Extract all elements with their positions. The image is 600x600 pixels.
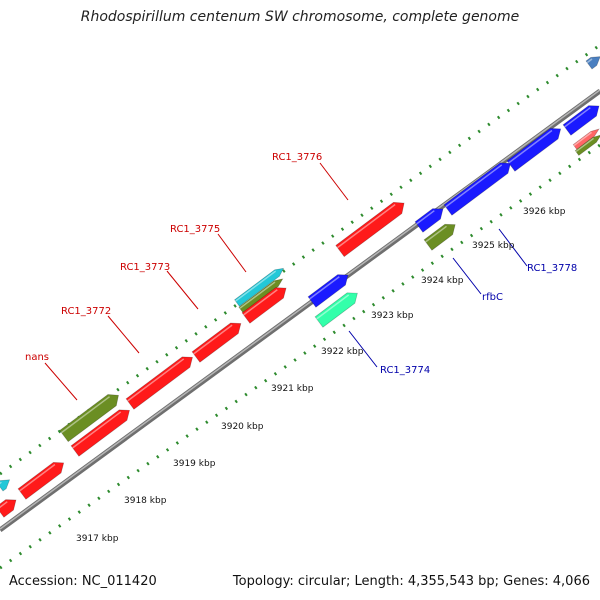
gene-rfbc[interactable] (423, 223, 456, 251)
kbp-tick-label: 3921 kbp (271, 384, 314, 394)
leader-rfbc (452, 257, 482, 295)
kbp-tick-label: 3918 kbp (124, 496, 167, 506)
gene-blue-1[interactable] (307, 274, 349, 308)
inner-dotted-track (0, 143, 600, 570)
kbp-tick-label: 3926 kbp (523, 207, 566, 217)
gene-rc1-3774[interactable] (314, 292, 358, 328)
leader-rc1_3772 (107, 315, 140, 354)
gene-label-rc1_3774[interactable]: RC1_3774 (380, 365, 430, 376)
gene-pink-edge-shine (573, 131, 592, 147)
gene-red-2[interactable] (125, 356, 193, 410)
leader-rc1_3775 (217, 233, 247, 273)
gene-label-rc1_3772[interactable]: RC1_3772 (61, 306, 111, 317)
gene-rc1-3773[interactable] (241, 287, 287, 324)
gene-blue-4[interactable] (506, 128, 562, 172)
gene-steel-edge[interactable] (585, 56, 600, 70)
leader-rc1_3774 (348, 330, 378, 368)
leader-rc1_3773 (166, 270, 199, 310)
genome-summary: Topology: circular; Length: 4,355,543 bp… (232, 574, 590, 589)
gene-cyan-edge[interactable] (0, 479, 11, 492)
gene-label-rc1_3776[interactable]: RC1_3776 (272, 152, 322, 163)
gene-features (0, 56, 600, 518)
gene-blue-2[interactable] (414, 208, 444, 233)
kbp-tick-label: 3924 kbp (421, 276, 464, 286)
gene-blue-1-shine (309, 276, 340, 300)
gene-rc1-3778[interactable] (443, 162, 511, 216)
leader-nans (44, 362, 78, 401)
kbp-tick-label: 3922 kbp (321, 347, 364, 357)
kbp-tick-label: 3919 kbp (173, 459, 216, 469)
gene-red-3[interactable] (70, 409, 130, 457)
gene-blue-5-shine (564, 107, 591, 128)
gene-cyan-edge-shine (0, 481, 2, 485)
kbp-tick-labels: 3917 kbp 3918 kbp 3919 kbp 3920 kbp 3921 kbp… (76, 207, 566, 544)
gene-nans-shine (61, 396, 110, 434)
gene-red-4-shine (19, 463, 56, 492)
gene-rc1-3776-shine (337, 203, 396, 249)
kbp-tick-label: 3920 kbp (221, 422, 264, 432)
leader-rc1_3778 (498, 228, 528, 267)
gene-rfbc-shine (425, 225, 447, 243)
gene-rc1-3772[interactable] (191, 322, 242, 363)
gene-red-2-shine (127, 358, 185, 402)
gene-steel-edge-shine (586, 58, 593, 64)
gene-rc1-3773-shine (243, 289, 278, 316)
gene-nans[interactable] (59, 394, 119, 443)
accession-label: Accession: NC_011420 (9, 574, 157, 589)
gene-rc1-3775-cyan-shine (235, 270, 277, 302)
gene-red-5-shine (0, 501, 8, 509)
gene-rc1-3778-shine (445, 164, 503, 208)
kbp-tick-label: 3917 kbp (76, 534, 119, 544)
gene-blue-4-shine (508, 129, 553, 164)
gene-label-rfbc[interactable]: rfbC (482, 292, 503, 303)
gene-red-4[interactable] (17, 462, 65, 500)
gene-rc1-3774-shine (316, 294, 350, 320)
gene-olive-edge-shine (575, 137, 594, 153)
gene-label-rc1_3778[interactable]: RC1_3778 (527, 263, 577, 274)
gene-red-3-shine (72, 411, 122, 449)
gene-rc1-3775-olive-shine (239, 281, 276, 309)
gene-olive-edge[interactable] (574, 134, 600, 156)
gene-blue-2-shine (416, 210, 435, 225)
gene-rc1-3775-cyan[interactable] (234, 267, 285, 307)
gene-label-nans[interactable]: nans (25, 352, 49, 363)
kbp-tick-label: 3925 kbp (472, 241, 515, 251)
gene-rc1-3775-olive[interactable] (238, 278, 284, 314)
leader-rc1_3776 (319, 162, 349, 201)
map-title: Rhodospirillum centenum SW chromosome, c… (80, 9, 520, 25)
gene-blue-5[interactable] (562, 105, 600, 136)
gene-rc1-3772-shine (193, 324, 233, 355)
gene-label-rc1_3773[interactable]: RC1_3773 (120, 262, 170, 273)
gene-red-5[interactable] (0, 499, 17, 518)
gene-rc1-3776[interactable] (335, 201, 405, 258)
label-leader-lines (44, 162, 528, 401)
gene-label-rc1_3775[interactable]: RC1_3775 (170, 224, 220, 235)
gene-pink-edge[interactable] (572, 128, 600, 150)
kbp-tick-label: 3923 kbp (371, 311, 414, 321)
